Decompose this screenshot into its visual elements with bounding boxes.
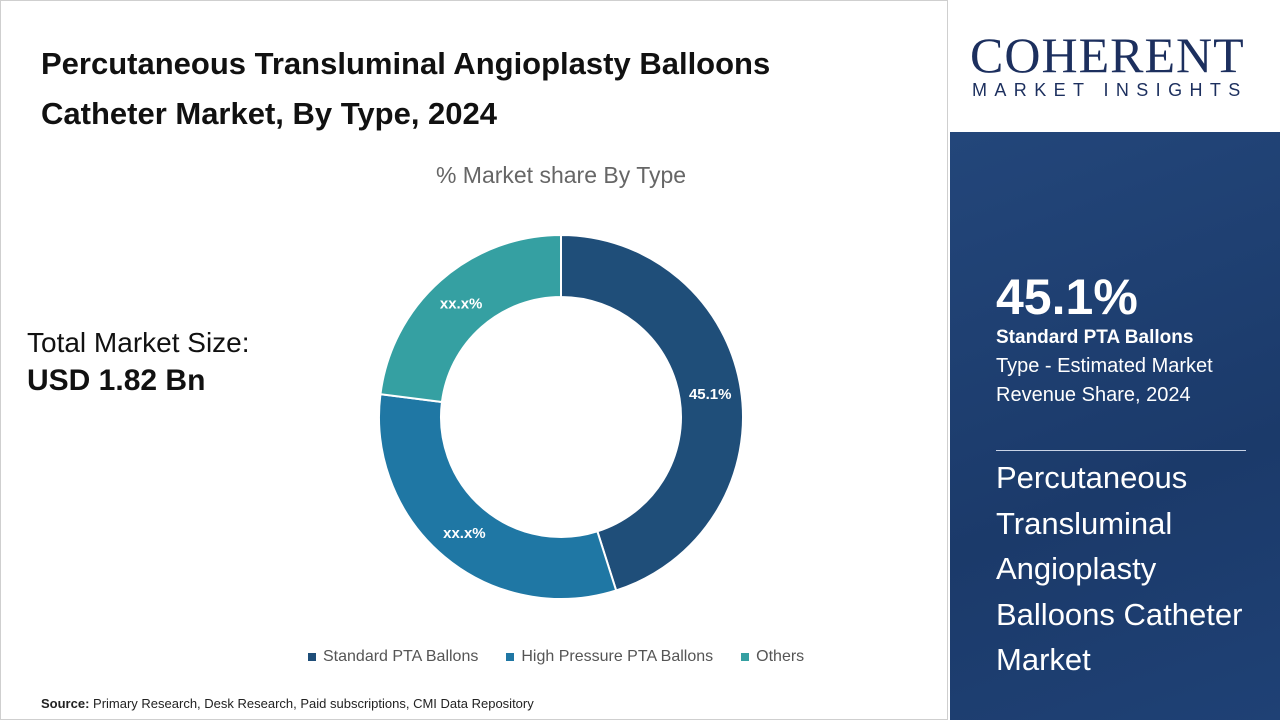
company-logo: COHERENT MARKET INSIGHTS (950, 0, 1280, 132)
legend-swatch (506, 652, 515, 661)
total-market-value: USD 1.82 Bn (27, 364, 206, 397)
chart-title: % Market share By Type (435, 162, 687, 188)
logo-tagline: MARKET INSIGHTS (972, 80, 1248, 100)
legend-label: High Pressure PTA Ballons (521, 648, 714, 665)
source-label: Source: (41, 696, 90, 711)
legend-item: High Pressure PTA Ballons (506, 647, 713, 667)
legend-label: Others (756, 648, 805, 665)
chart-area: Percutaneous Transluminal Angioplasty Ba… (0, 0, 948, 720)
title-line-1: Percutaneous Transluminal Angioplasty Ba… (41, 46, 771, 81)
source-text: Primary Research, Desk Research, Paid su… (93, 696, 534, 711)
legend-label: Standard PTA Ballons (323, 648, 479, 665)
total-market-label: Total Market Size: (27, 327, 250, 358)
donut-slice-high-pressure-pta-ballons (378, 393, 618, 600)
highlight-percent: 45.1% (996, 269, 1138, 325)
data-label: xx.x% (443, 525, 486, 542)
legend-item: Standard PTA Ballons (308, 647, 478, 667)
donut-slice-standard-pta-ballons (560, 233, 744, 592)
source-note: Source: Primary Research, Desk Research,… (41, 696, 534, 712)
logo-brand: COHERENT (970, 27, 1245, 83)
legend-item: Others (741, 647, 804, 667)
highlight-panel: 45.1% Standard PTA Ballons Type - Estima… (950, 132, 1280, 720)
data-label: 45.1% (689, 386, 732, 403)
chart-legend: Standard PTA Ballons High Pressure PTA Ba… (308, 647, 804, 667)
donut-slice-others (379, 233, 562, 404)
page-title: Percutaneous Transluminal Angioplasty Ba… (41, 39, 770, 139)
market-name: Percutaneous Transluminal Angioplasty Ba… (996, 460, 1243, 677)
legend-swatch (308, 652, 316, 661)
legend-swatch (741, 652, 750, 661)
title-line-2: Catheter Market, By Type, 2024 (41, 96, 498, 131)
highlight-segment: Standard PTA Ballons (996, 327, 1194, 348)
highlight-description: Type - Estimated Market Revenue Share, 2… (996, 355, 1213, 406)
divider (996, 450, 1246, 451)
donut-chart: 45.1% xx.x% xx.x% (378, 233, 744, 600)
data-label: xx.x% (440, 296, 483, 313)
